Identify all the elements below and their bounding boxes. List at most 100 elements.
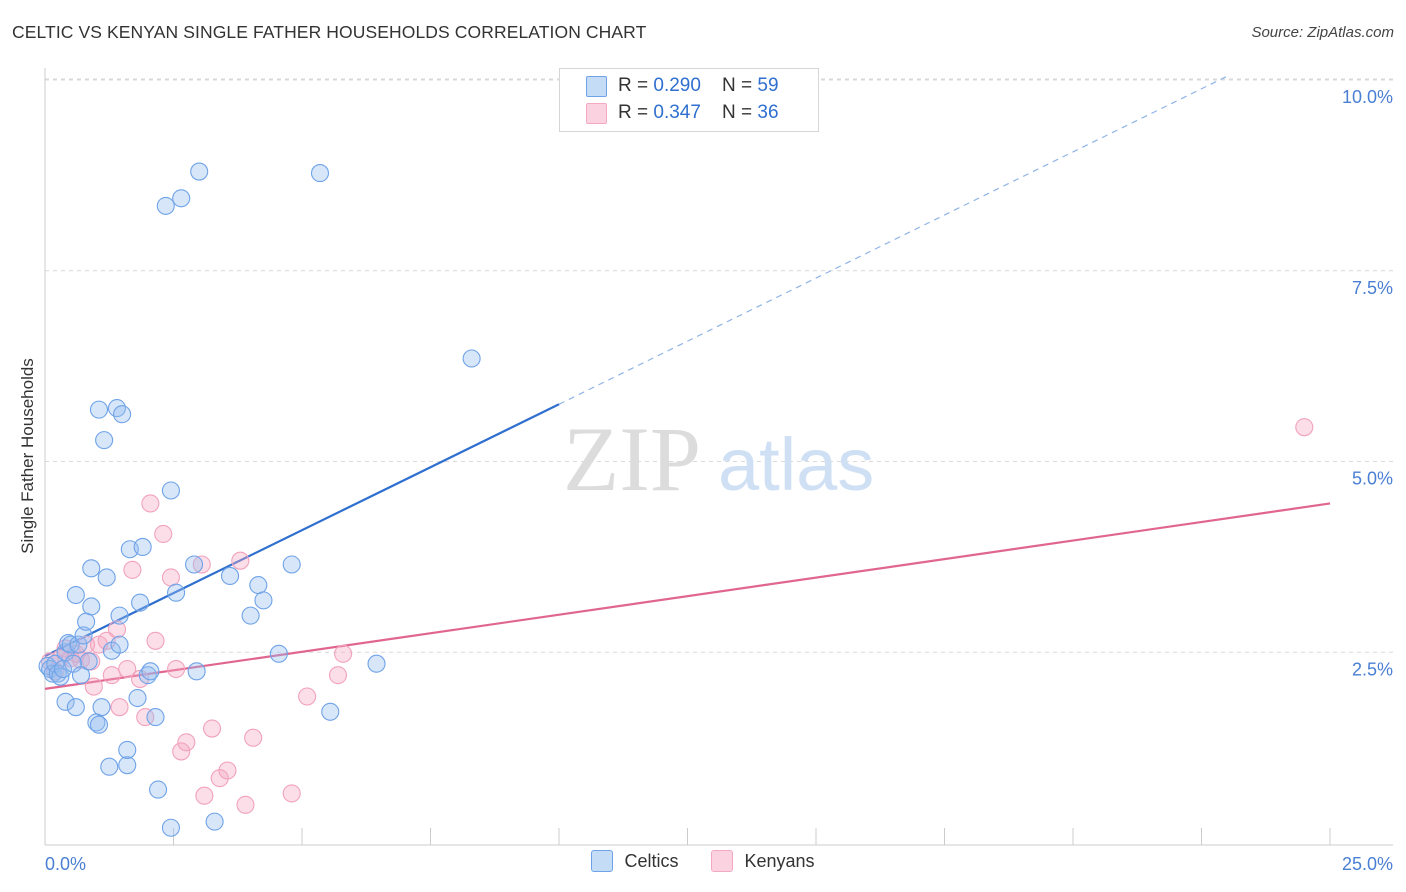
kenyans-point: [210, 769, 229, 788]
celtics-points: [38, 162, 481, 837]
celtics-point: [241, 606, 260, 625]
r-value: 0.290: [653, 75, 701, 96]
celtics-point: [118, 756, 137, 775]
legend-item-kenyans[interactable]: Kenyans: [711, 850, 815, 872]
celtics-point: [133, 537, 152, 557]
celtics-swatch: [586, 76, 607, 97]
celtics-trend-extension: [558, 75, 1228, 405]
celtics-point: [89, 715, 109, 734]
celtics-point: [141, 662, 160, 681]
celtics-point: [205, 812, 224, 831]
kenyans-point: [218, 761, 237, 780]
kenyans-point: [328, 666, 348, 685]
celtics-point: [254, 591, 273, 610]
y-tick-label: 10.0%: [1342, 87, 1393, 107]
celtics-point: [92, 698, 111, 717]
celtics-point: [56, 692, 75, 711]
celtics-point: [66, 698, 85, 717]
kenyans-point: [298, 687, 317, 706]
celtics-point: [172, 189, 191, 208]
n-value: 59: [757, 75, 779, 96]
celtics-point: [282, 555, 301, 574]
celtics-point: [74, 626, 93, 645]
celtics-point: [321, 702, 340, 721]
celtics-point: [118, 740, 137, 759]
celtics-point: [71, 666, 91, 685]
r-value: 0.347: [653, 102, 701, 123]
kenyans-point: [118, 659, 137, 679]
celtics-point: [110, 606, 129, 625]
kenyans-point: [236, 795, 255, 814]
n-label: N =: [722, 102, 758, 123]
celtics-point: [269, 644, 288, 663]
axes: [44, 68, 1393, 846]
celtics-point: [167, 583, 186, 602]
kenyans-point: [110, 698, 129, 717]
n-label: N =: [722, 75, 758, 96]
x-tick-label: 0.0%: [45, 854, 86, 874]
stats-box: R = 0.290 N = 59 R = 0.347 N = 36: [559, 68, 819, 132]
kenyans-point: [102, 666, 121, 685]
celtics-point: [367, 654, 386, 673]
kenyans-point: [172, 742, 191, 761]
kenyans-point: [334, 644, 353, 663]
watermark-zip: ZIP: [563, 408, 701, 510]
legend: Celtics Kenyans: [0, 850, 1406, 877]
celtics-point: [131, 593, 150, 612]
celtics-point: [95, 431, 114, 450]
celtics-point: [156, 196, 175, 215]
y-tick-label: 7.5%: [1352, 278, 1393, 298]
y-tick-label: 5.0%: [1352, 469, 1393, 489]
kenyans-swatch: [586, 103, 607, 124]
celtics-point: [82, 597, 101, 616]
celtics-point: [79, 652, 98, 671]
kenyans-point: [154, 524, 173, 544]
celtics-point: [89, 400, 109, 419]
kenyans-point: [141, 494, 160, 513]
celtics-point: [310, 164, 330, 183]
kenyans-point: [192, 555, 211, 574]
celtics-point: [187, 662, 206, 681]
celtics-point: [462, 349, 481, 368]
kenyans-point: [123, 560, 142, 579]
kenyans-point: [231, 551, 250, 570]
y-axis-label: Single Father Households: [18, 358, 37, 554]
celtics-point: [149, 780, 168, 799]
celtics-point: [77, 612, 96, 631]
trend-lines: [44, 75, 1331, 690]
kenyans-point: [136, 708, 155, 727]
celtics-point: [69, 635, 88, 654]
kenyans-point: [203, 719, 222, 738]
celtics-point: [97, 568, 116, 587]
legend-item-celtics[interactable]: Celtics: [591, 850, 678, 872]
watermark: ZIP atlas: [563, 408, 874, 510]
kenyans-point: [84, 677, 103, 696]
celtics-legend-swatch: [591, 850, 614, 872]
celtics-point: [161, 818, 180, 837]
watermark-atlas: atlas: [718, 423, 874, 506]
kenyans-point: [195, 786, 214, 805]
celtics-point: [128, 688, 147, 708]
kenyans-point: [107, 620, 127, 639]
kenyans-point: [244, 728, 263, 747]
celtics-point: [113, 405, 132, 424]
y-tick-label: 2.5%: [1352, 659, 1393, 679]
celtics-point: [190, 162, 209, 181]
celtics-trend-line: [44, 403, 560, 658]
n-value: 36: [757, 102, 779, 123]
celtics-point: [82, 559, 101, 578]
kenyans-trend-line: [44, 502, 1331, 690]
kenyans-point: [1295, 418, 1314, 437]
celtics-point: [66, 585, 85, 605]
tick-labels: 2.5% 5.0% 7.5% 10.0% 0.0% 25.0%: [45, 87, 1393, 874]
kenyans-point: [282, 784, 301, 803]
r-label: R =: [618, 75, 654, 96]
source-credit: Source: ZipAtlas.com: [1251, 24, 1394, 41]
kenyans-points: [41, 418, 1314, 814]
celtics-point: [249, 576, 268, 595]
celtics-point: [220, 566, 240, 586]
r-label: R =: [618, 102, 654, 123]
kenyans-point: [146, 631, 165, 650]
celtics-point: [100, 757, 119, 776]
